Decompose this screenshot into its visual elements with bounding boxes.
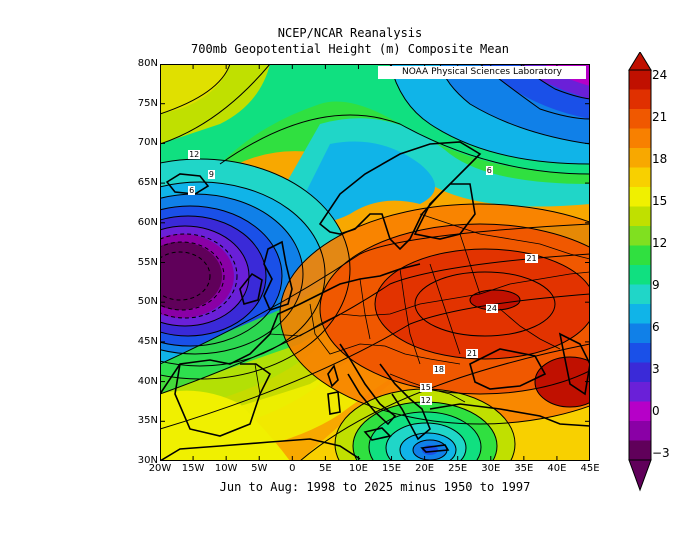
lat-label: 30N: [137, 455, 158, 466]
lat-label: 35N: [137, 415, 158, 427]
lon-label: 5W: [251, 463, 268, 474]
colorbar-swatch: [629, 421, 651, 441]
lon-label: 40E: [547, 463, 567, 474]
colorbar-swatch: [629, 187, 651, 207]
contour-label: 15: [419, 382, 432, 392]
colorbar-label: 6: [652, 320, 660, 334]
colorbar-label: 12: [652, 236, 668, 250]
colorbar-label: 18: [652, 152, 668, 166]
contour-label: 21: [465, 348, 479, 358]
colorbar-label: 9: [652, 278, 660, 292]
credit-label: NOAA Physical Sciences Laboratory: [378, 66, 586, 79]
colorbar-label: 24: [652, 68, 668, 82]
colorbar-arrow-top: [628, 52, 652, 71]
colorbar-swatch: [629, 70, 651, 90]
colorbar-swatch: [629, 167, 651, 188]
contour-label: 18: [432, 364, 446, 374]
lon-label: 20W: [148, 463, 172, 474]
chart-caption: Jun to Aug: 1998 to 2025 minus 1950 to 1…: [219, 480, 531, 494]
colorbar-swatch: [629, 206, 651, 227]
colorbar-swatch: [629, 89, 651, 110]
contour-label: 12: [188, 150, 201, 160]
colorbar-swatch: [629, 148, 651, 168]
colorbar-swatch: [629, 265, 651, 285]
lat-label: 70N: [137, 137, 158, 149]
lat-label: 50N: [137, 296, 158, 308]
contour-label: 12: [419, 396, 432, 406]
lat-label: 40N: [137, 375, 158, 387]
contour-label: 9: [207, 170, 216, 180]
coastlines: [160, 141, 590, 461]
lon-label: 25E: [448, 463, 468, 474]
lon-label: 35E: [514, 463, 534, 474]
colorbar-label: −3: [652, 446, 670, 460]
contour-label: 6: [188, 186, 196, 196]
colorbar-swatch: [629, 343, 651, 363]
lat-label: 60N: [137, 216, 158, 228]
lat-label: 45N: [137, 335, 158, 347]
colorbar-swatch: [629, 382, 651, 402]
colorbar-swatch: [629, 401, 651, 422]
lon-label: 30E: [481, 463, 501, 474]
axis-ticks: [160, 64, 590, 461]
colorbar-swatch: [629, 128, 651, 149]
contour-label: 21: [525, 253, 538, 263]
colorbar-swatch: [629, 284, 651, 305]
lon-label: 10W: [214, 463, 238, 474]
lat-label: 55N: [137, 256, 158, 268]
lon-label: 20E: [415, 463, 435, 474]
colorbar-label: 3: [652, 362, 660, 376]
colorbar-label: 21: [652, 110, 668, 124]
lon-label: 15E: [382, 463, 402, 474]
colorbar-arrow-bottom: [628, 459, 652, 492]
colorbar-swatch: [629, 440, 651, 461]
colorbar-swatch: [629, 304, 651, 324]
colorbar-frame: [628, 69, 652, 461]
lon-label: 15W: [181, 463, 205, 474]
lon-label: 45E: [580, 463, 600, 474]
lon-label: 10E: [348, 463, 368, 474]
map-panel: 12 9 6 6 21 24 21 18 15 12: [160, 64, 590, 461]
lat-label: 65N: [137, 177, 158, 189]
colorbar-swatch: [629, 362, 651, 383]
colorbar-swatch: [629, 226, 651, 246]
lat-label: 80N: [137, 58, 158, 69]
chart-title: NCEP/NCAR Reanalysis: [277, 26, 423, 40]
lon-label: 0: [289, 463, 296, 474]
contour-label: 6: [485, 166, 493, 176]
colorbar-swatch: [629, 245, 651, 266]
chart-subtitle: 700mb Geopotential Height (m) Composite …: [191, 42, 509, 56]
colorbar-label: 15: [652, 194, 668, 208]
lat-label: 75N: [137, 97, 158, 109]
colorbar: [628, 52, 652, 492]
colorbar-swatch: [629, 109, 651, 129]
colorbar-swatch: [629, 323, 651, 344]
colorbar-label: 0: [652, 404, 660, 418]
lon-label: 5E: [319, 463, 332, 474]
contour-label: 24: [485, 303, 498, 313]
